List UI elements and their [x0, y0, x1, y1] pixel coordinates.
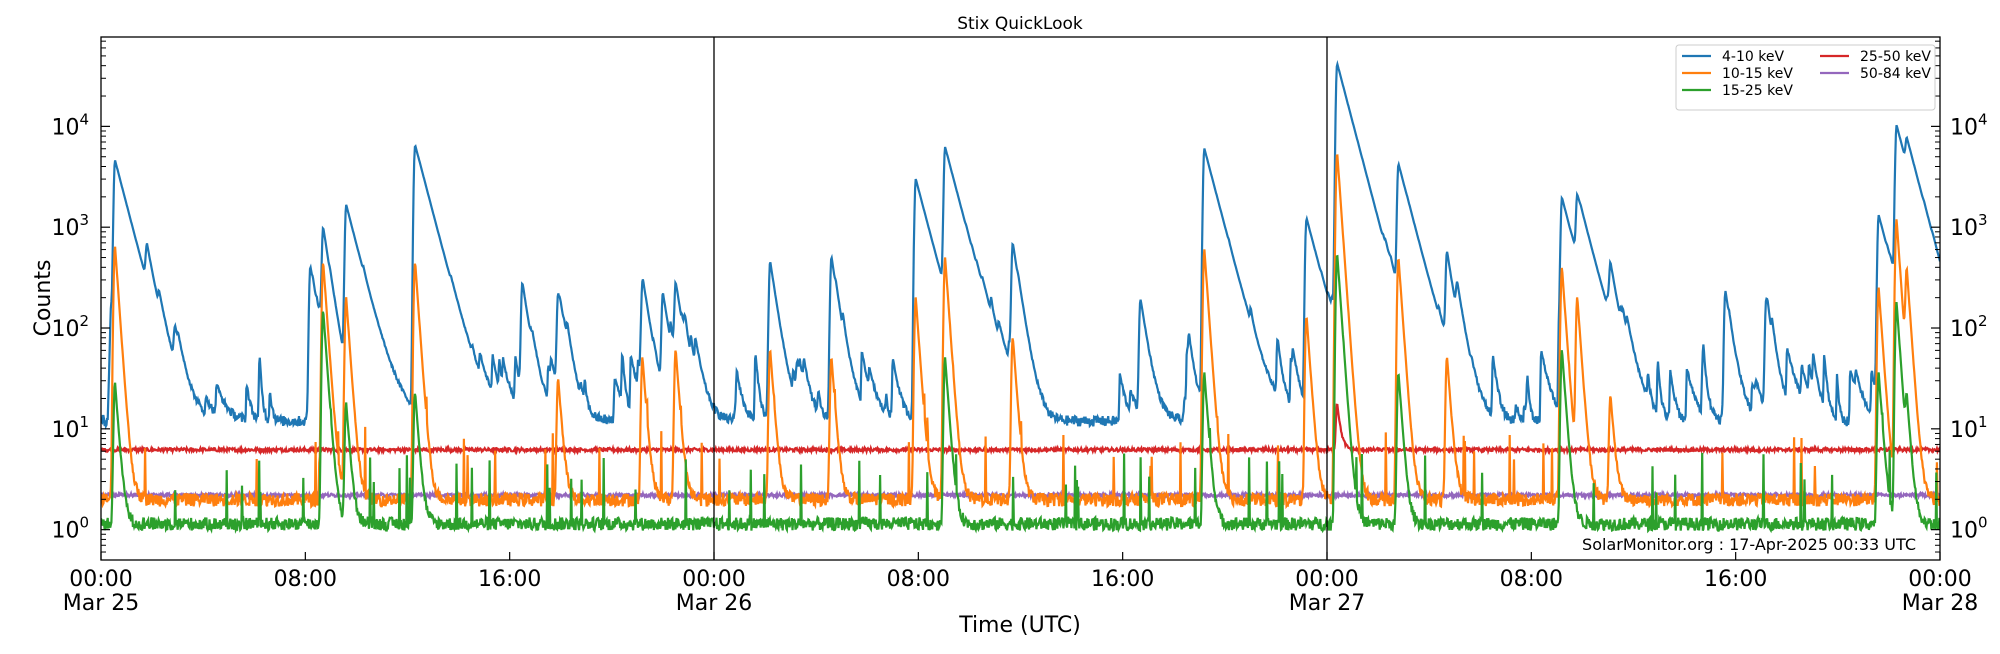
series-line-15-25-kev [101, 254, 1940, 534]
x-tick-label: 16:00 [1704, 567, 1767, 592]
x-tick-date-label: Mar 28 [1902, 591, 1979, 616]
legend-label: 4-10 keV [1722, 49, 1784, 65]
y-tick-label-left: 101 [51, 413, 89, 443]
x-axis-label: Time (UTC) [958, 613, 1081, 638]
legend-label: 10-15 keV [1722, 66, 1793, 82]
y-tick-label-right: 101 [1950, 413, 1988, 443]
x-tick-label: 08:00 [1500, 567, 1563, 592]
x-tick-label: 00:00 [1295, 567, 1358, 592]
legend-label: 25-50 keV [1860, 49, 1931, 65]
y-tick-label-left: 100 [51, 514, 89, 544]
legend-label: 50-84 keV [1860, 66, 1931, 82]
x-tick-date-label: Mar 26 [676, 591, 753, 616]
y-tick-label-right: 102 [1950, 312, 1988, 342]
x-tick-label: 16:00 [1091, 567, 1154, 592]
x-tick-date-label: Mar 25 [63, 591, 140, 616]
x-tick-date-label: Mar 27 [1289, 591, 1366, 616]
x-tick-label: 16:00 [478, 567, 541, 592]
y-axis-label: Counts [31, 260, 56, 337]
axes-frame [100, 36, 1941, 561]
x-tick-label: 00:00 [1908, 567, 1971, 592]
y-tick-label-right: 103 [1950, 211, 1988, 241]
x-tick-label: 00:00 [69, 567, 132, 592]
chart-title: Stix QuickLook [957, 14, 1083, 34]
y-tick-label-left: 103 [51, 211, 89, 241]
series-line-10-15-kev [101, 154, 1940, 510]
legend-label: 15-25 keV [1722, 83, 1793, 99]
series-line-4-10-kev [101, 59, 1940, 430]
series-line-25-50-kev [101, 403, 1940, 456]
plot-area [101, 59, 1940, 534]
x-tick-label: 08:00 [887, 567, 950, 592]
y-tick-label-left: 104 [51, 110, 89, 140]
y-tick-label-left: 102 [51, 312, 89, 342]
x-tick-label: 08:00 [274, 567, 337, 592]
x-tick-label: 00:00 [682, 567, 745, 592]
watermark-annotation: SolarMonitor.org : 17-Apr-2025 00:33 UTC [1582, 535, 1916, 554]
y-tick-label-right: 104 [1950, 110, 1988, 140]
y-tick-label-right: 100 [1950, 514, 1988, 544]
legend-box [1675, 44, 1936, 111]
